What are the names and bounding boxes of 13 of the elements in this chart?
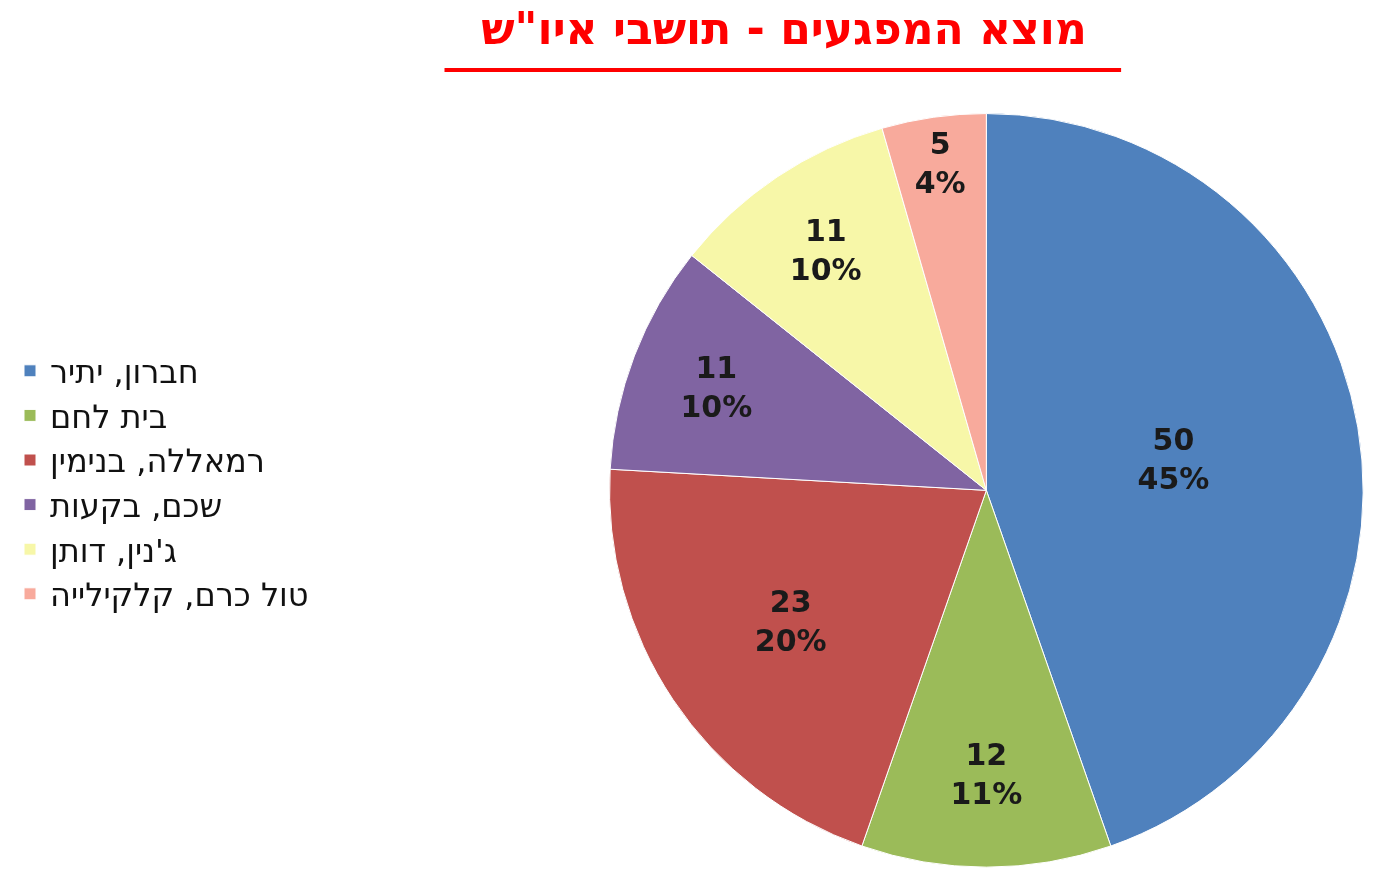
data-label: 50 45% <box>1137 421 1210 496</box>
legend-label: טול כרם, קלקילייה <box>50 576 309 615</box>
legend-label: שכם, בקעות <box>50 487 223 526</box>
legend-label: ג'נין, דותן <box>50 531 177 570</box>
data-label: 5 4% <box>914 126 966 201</box>
data-label: 23 20% <box>754 584 827 659</box>
legend-label: בית לחם <box>50 397 168 436</box>
data-label: 11 10% <box>789 213 862 288</box>
data-label: 12 11% <box>950 736 1023 811</box>
chart-title: מוצא המפגעים - תושבי איו"ש <box>481 3 1087 55</box>
data-label: 11 10% <box>680 350 753 425</box>
legend-label: חברון, יתיר <box>50 353 199 392</box>
legend-label: רמאללה, בנימין <box>50 442 265 481</box>
